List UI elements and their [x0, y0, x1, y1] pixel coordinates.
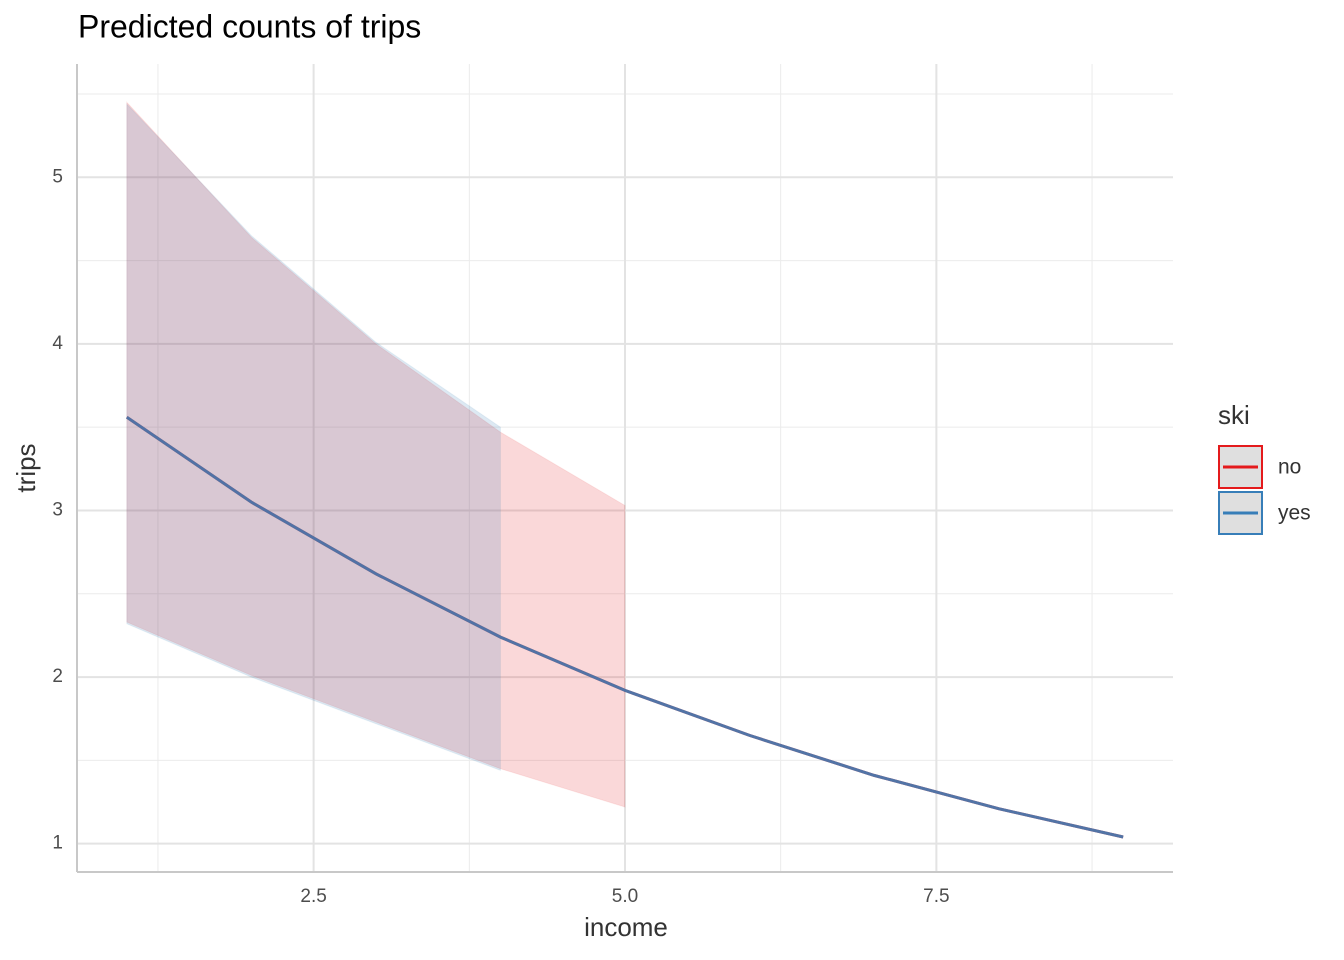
y-tick-label: 3	[52, 499, 63, 520]
x-tick-label: 2.5	[300, 886, 326, 907]
legend-label: no	[1278, 456, 1301, 479]
x-tick-label: 7.5	[923, 886, 949, 907]
y-axis-label: trips	[11, 443, 41, 492]
x-axis-label: income	[584, 912, 668, 942]
chart-title: Predicted counts of trips	[78, 8, 421, 44]
ribbon	[126, 102, 501, 772]
y-tick-label: 1	[52, 833, 63, 854]
y-tick-label: 5	[52, 166, 63, 187]
x-tick-label: 5.0	[612, 886, 638, 907]
y-tick-label: 2	[52, 666, 63, 687]
legend-label: yes	[1278, 502, 1311, 525]
ribbon	[126, 101, 626, 808]
line	[125, 415, 1124, 839]
y-tick-label: 4	[52, 333, 63, 354]
legend-title: ski	[1218, 400, 1250, 430]
